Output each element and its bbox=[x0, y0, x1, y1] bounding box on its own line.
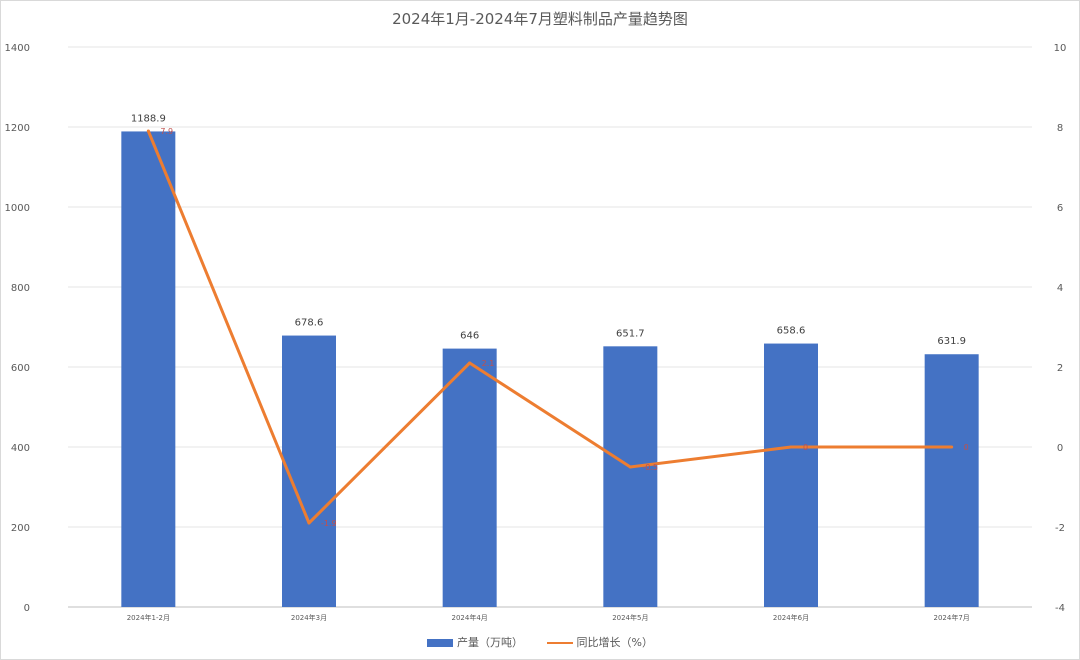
x-tick-label: 2024年6月 bbox=[773, 613, 809, 622]
chart-title: 2024年1月-2024年7月塑料制品产量趋势图 bbox=[392, 10, 688, 28]
right-tick-label: 0 bbox=[1057, 443, 1063, 454]
left-tick-label: 800 bbox=[11, 283, 30, 294]
bar bbox=[603, 346, 658, 607]
line-data-label: 7.9 bbox=[160, 127, 173, 136]
left-tick-label: 1400 bbox=[5, 43, 30, 54]
legend-item-bar: 产量（万吨） bbox=[427, 634, 523, 650]
left-axis-ticks: 0 200 400 600 800 1000 1200 1400 bbox=[5, 43, 30, 614]
x-axis-ticks: 2024年1-2月 2024年3月 2024年4月 2024年5月 2024年6月 202… bbox=[127, 613, 970, 622]
left-tick-label: 1200 bbox=[5, 123, 30, 134]
line-point bbox=[628, 465, 632, 469]
line-path bbox=[146, 130, 952, 525]
x-tick-label: 2024年1-2月 bbox=[127, 613, 170, 622]
bar-series bbox=[121, 131, 979, 607]
right-axis-ticks: -4 -2 0 2 4 6 8 10 bbox=[1054, 43, 1067, 614]
x-tick-label: 2024年5月 bbox=[612, 613, 648, 622]
bar bbox=[764, 343, 818, 607]
gridlines bbox=[68, 46, 1032, 608]
legend-item-line: 同比增长（%） bbox=[546, 634, 653, 650]
line-series bbox=[146, 129, 954, 525]
bar-data-label: 651.7 bbox=[616, 328, 645, 339]
legend-label-line: 同比增长（%） bbox=[576, 636, 653, 649]
bar bbox=[442, 348, 497, 607]
x-tick-label: 2024年7月 bbox=[934, 613, 970, 622]
legend: 产量（万吨） 同比增长（%） bbox=[0, 634, 1080, 650]
right-tick-label: 10 bbox=[1054, 43, 1067, 54]
left-tick-label: 0 bbox=[24, 603, 30, 614]
right-tick-label: -4 bbox=[1055, 603, 1065, 614]
right-tick-label: 8 bbox=[1057, 123, 1063, 134]
right-tick-label: 4 bbox=[1057, 283, 1063, 294]
line-data-label: -1.9 bbox=[321, 519, 337, 528]
right-tick-label: 2 bbox=[1057, 363, 1063, 374]
bar bbox=[282, 335, 336, 607]
line-point bbox=[950, 445, 954, 449]
left-tick-label: 600 bbox=[11, 363, 30, 374]
line-point bbox=[307, 521, 311, 525]
line-data-label: 2.1 bbox=[482, 359, 495, 368]
bar-data-label: 646 bbox=[460, 331, 479, 342]
bar-data-label: 658.6 bbox=[777, 326, 806, 337]
bar-data-label: 631.9 bbox=[937, 336, 966, 347]
left-tick-label: 200 bbox=[11, 523, 30, 534]
right-tick-label: -2 bbox=[1055, 523, 1065, 534]
legend-bar-swatch bbox=[427, 639, 454, 647]
bar bbox=[924, 354, 979, 607]
right-tick-label: 6 bbox=[1057, 203, 1063, 214]
legend-line-swatch bbox=[546, 642, 573, 644]
line-data-label: 0 bbox=[803, 443, 808, 452]
x-tick-label: 2024年4月 bbox=[452, 613, 488, 622]
line-point bbox=[789, 445, 793, 449]
data-labels: 1188.9 678.6 646 651.7 658.6 631.9 7.9 -1.9 2.1 -… bbox=[131, 113, 969, 528]
x-tick-label: 2024年3月 bbox=[291, 613, 327, 622]
bar-data-label: 1188.9 bbox=[131, 113, 166, 124]
line-data-label: 0 bbox=[964, 443, 969, 452]
bar bbox=[121, 131, 176, 607]
left-tick-label: 1000 bbox=[5, 203, 30, 214]
line-point bbox=[146, 129, 150, 133]
line-data-label: -0.5 bbox=[642, 463, 658, 472]
bar-data-label: 678.6 bbox=[295, 318, 324, 329]
legend-label-bar: 产量（万吨） bbox=[457, 636, 524, 649]
line-point bbox=[468, 361, 472, 365]
left-tick-label: 400 bbox=[11, 443, 30, 454]
